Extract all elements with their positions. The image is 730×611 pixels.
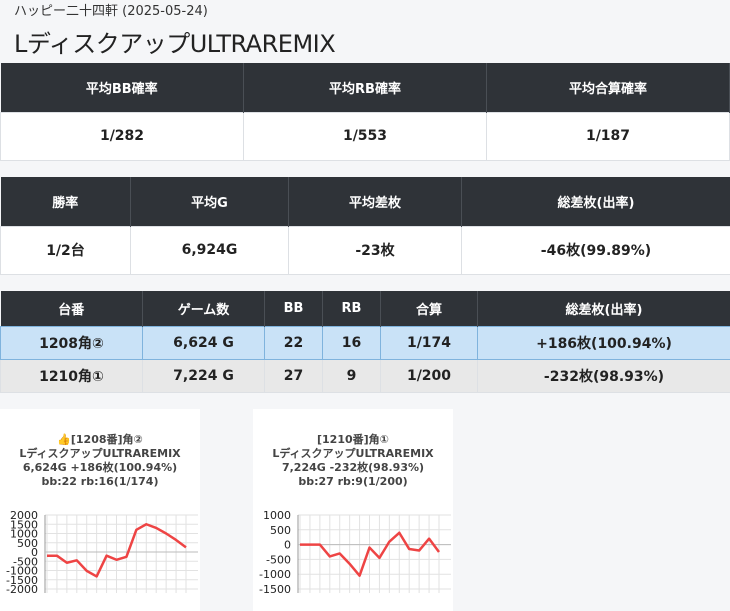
card-bonus-label: bb:22 rb:16(1/174) — [41, 475, 159, 488]
column-header[interactable]: 合算 — [380, 291, 478, 326]
card-result-label: 7,224G -232枚(98.93%) — [281, 461, 425, 474]
table-row[interactable]: 1210角① 7,224 G 27 9 1/200 -232枚(98.93%) — [0, 358, 730, 393]
y-tick-label: -1000 — [259, 568, 291, 581]
machine-chart-card[interactable]: 👍[1208番]角② LディスクアップULTRAREMIX 6,624G +18… — [0, 409, 200, 611]
y-tick-label: -1500 — [259, 583, 291, 596]
table-cell: 1/2台 — [0, 225, 131, 275]
result-summary-table: 勝率 平均G 平均差枚 総差枚(出率) 1/2台 6,924G -23枚 -46… — [0, 177, 730, 275]
table-cell: -232枚(98.93%) — [477, 358, 730, 393]
table-cell: -46枚(99.89%) — [461, 225, 730, 275]
probability-summary-table: 平均BB確率 平均RB確率 平均合算確率 1/282 1/553 1/187 — [0, 63, 730, 161]
table-cell: 1/174 — [380, 325, 478, 360]
column-header[interactable]: 勝率 — [0, 177, 131, 226]
store-date-label: ハッピー二十四軒 (2025-05-24) — [14, 4, 208, 19]
column-header[interactable]: ゲーム数 — [142, 291, 265, 326]
column-header[interactable]: 平均差枚 — [288, 177, 462, 226]
y-tick-label: 500 — [17, 537, 38, 550]
column-header[interactable]: 総差枚(出率) — [477, 291, 730, 326]
y-tick-label: -1500 — [6, 574, 38, 587]
column-header[interactable]: 総差枚(出率) — [461, 177, 730, 226]
table-header-row: 勝率 平均G 平均差枚 総差枚(出率) — [0, 177, 730, 226]
table-row: 1/282 1/553 1/187 — [0, 111, 730, 161]
card-bonus-label: bb:27 rb:9(1/200) — [298, 475, 408, 488]
y-tick-label: 500 — [270, 524, 291, 537]
column-header[interactable]: 平均RB確率 — [243, 63, 487, 112]
table-cell: +186枚(100.94%) — [477, 325, 730, 360]
table-cell: 27 — [264, 358, 323, 393]
column-header[interactable]: RB — [322, 291, 381, 326]
card-result-label: 6,624G +186枚(100.94%) — [22, 461, 178, 474]
machine-results-table: 台番 ゲーム数 BB RB 合算 総差枚(出率) 1208角② 6,624 G … — [0, 291, 730, 393]
column-header[interactable]: BB — [264, 291, 323, 326]
card-info: 👍[1208番]角② LディスクアップULTRAREMIX 6,624G +18… — [0, 433, 200, 489]
table-row[interactable]: 1208角② 6,624 G 22 16 1/174 +186枚(100.94%… — [0, 325, 730, 360]
column-header[interactable]: 平均BB確率 — [0, 63, 244, 112]
table-cell: 1/187 — [486, 111, 730, 161]
table-cell: 7,224 G — [142, 358, 265, 393]
card-info: [1210番]角① LディスクアップULTRAREMIX 7,224G -232… — [253, 433, 453, 489]
y-tick-label: 1000 — [10, 528, 38, 541]
y-tick-label: 2000 — [10, 509, 38, 522]
table-row: 1/2台 6,924G -23枚 -46枚(99.89%) — [0, 225, 730, 275]
y-tick-label: -1000 — [6, 565, 38, 578]
table-cell: -23枚 — [288, 225, 462, 275]
table-header-row: 平均BB確率 平均RB確率 平均合算確率 — [0, 63, 730, 112]
y-tick-label: 0 — [31, 546, 38, 559]
series-line — [300, 531, 441, 577]
series-line — [47, 523, 187, 578]
y-tick-label: -2000 — [6, 583, 38, 596]
table-cell: 6,924G — [130, 225, 289, 275]
y-tick-label: 1500 — [10, 518, 38, 531]
column-header[interactable]: 平均合算確率 — [486, 63, 730, 112]
card-machine-label: 👍[1208番]角② — [57, 433, 143, 446]
y-tick-label: -500 — [266, 553, 291, 566]
table-cell: 9 — [322, 358, 381, 393]
column-header[interactable]: 台番 — [0, 291, 143, 326]
column-header[interactable]: 平均G — [130, 177, 289, 226]
machine-chart-card[interactable]: [1210番]角① LディスクアップULTRAREMIX 7,224G -232… — [253, 409, 453, 611]
y-tick-label: 0 — [284, 539, 291, 552]
table-cell: 6,624 G — [142, 325, 265, 360]
y-tick-label: 1000 — [263, 509, 291, 522]
table-cell: 16 — [322, 325, 381, 360]
table-cell: 22 — [264, 325, 323, 360]
card-machine-label: [1210番]角① — [317, 433, 389, 446]
difference-line-chart: 1000 500 0-500 -1000 -1500 — [259, 509, 451, 596]
table-cell: 1/200 — [380, 358, 478, 393]
table-cell: 1/553 — [243, 111, 487, 161]
machine-number-cell[interactable]: 1210角① — [0, 358, 143, 393]
card-model-label: LディスクアップULTRAREMIX — [272, 447, 434, 460]
table-header-row: 台番 ゲーム数 BB RB 合算 総差枚(出率) — [0, 291, 730, 326]
machine-number-cell[interactable]: 1208角② — [0, 325, 143, 360]
card-model-label: LディスクアップULTRAREMIX — [19, 447, 181, 460]
y-tick-label: -500 — [13, 555, 38, 568]
page-title: LディスクアップULTRAREMIX — [14, 30, 336, 58]
table-cell: 1/282 — [0, 111, 244, 161]
